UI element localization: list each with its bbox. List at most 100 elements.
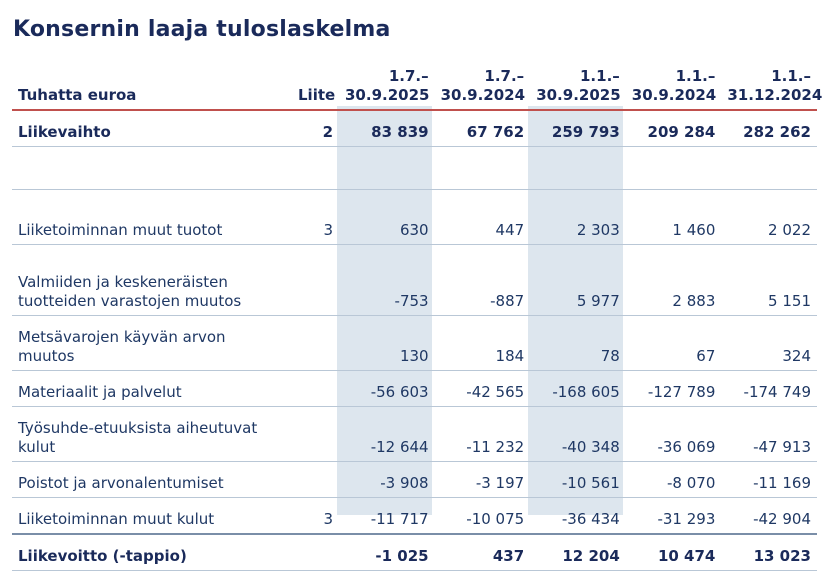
row-value: 437 (434, 533, 531, 571)
header-col-2: 1.7.– 30.9.2024 (434, 58, 531, 111)
row-value: -753 (339, 244, 435, 316)
row-label: Metsävarojen käyvän arvon muutos (12, 315, 292, 371)
row-value: 324 (721, 315, 817, 371)
header-col-3-line2: 30.9.2025 (536, 86, 621, 104)
row-value: 78 (530, 315, 626, 371)
row-label (12, 146, 292, 190)
row-label: Valmiiden ja keskeneräisten tuotteiden v… (12, 244, 292, 316)
row-value: -1 025 (339, 533, 435, 571)
row-note: 2 (292, 110, 339, 147)
header-col-1-line1: 1.7.– (388, 67, 429, 85)
row-value: 1 460 (625, 189, 722, 245)
row-value: -47 913 (721, 406, 817, 462)
row-note: 3 (292, 497, 339, 535)
row-value: -127 789 (625, 370, 722, 407)
header-col-5-line1: 1.1.– (771, 67, 811, 85)
row-value (434, 146, 531, 190)
header-col-1-line2: 30.9.2025 (345, 86, 430, 104)
row-value: -3 908 (339, 461, 435, 498)
row-value: -10 075 (434, 497, 531, 535)
row-value (625, 146, 722, 190)
row-value (339, 146, 435, 190)
table-header-row: Tuhatta euroa Liite 1.7.– 30.9.2025 1.7.–… (12, 58, 822, 111)
header-col-2-line2: 30.9.2024 (440, 86, 526, 104)
row-value: 2 022 (721, 189, 817, 245)
row-value: 447 (434, 189, 531, 245)
table-row-other-expenses: Liiketoiminnan muut kulut 3 -11 717 -10 … (12, 497, 817, 535)
row-value: -11 169 (721, 461, 817, 498)
table-row-spacer (12, 146, 817, 190)
header-col-3: 1.1.– 30.9.2025 (530, 58, 626, 111)
table-row-revenue: Liikevaihto 2 83 839 67 762 259 793 209 … (12, 110, 817, 147)
row-note (292, 370, 339, 407)
header-unit-label: Tuhatta euroa (12, 58, 292, 111)
row-note (292, 146, 339, 190)
row-value: -56 603 (339, 370, 435, 407)
row-value: 259 793 (530, 110, 626, 147)
row-label: Poistot ja arvonalentumiset (12, 461, 292, 498)
header-col-5: 1.1.– 31.12.2024 (721, 58, 822, 111)
row-value: 83 839 (339, 110, 435, 147)
income-statement-table: Tuhatta euroa Liite 1.7.– 30.9.2025 1.7.–… (12, 58, 822, 571)
row-note (292, 533, 339, 571)
row-value: 67 (625, 315, 722, 371)
row-value: 130 (339, 315, 435, 371)
row-value: -36 434 (530, 497, 626, 535)
table-row-operating-profit: Liikevoitto (-tappio) -1 025 437 12 204 … (12, 533, 817, 571)
table-row-forest-assets: Metsävarojen käyvän arvon muutos 130 184… (12, 315, 817, 371)
row-label: Materiaalit ja palvelut (12, 370, 292, 407)
row-value: -8 070 (625, 461, 722, 498)
row-value: -168 605 (530, 370, 626, 407)
row-label: Liiketoiminnan muut tuotot (12, 189, 292, 245)
row-value: -40 348 (530, 406, 626, 462)
row-label: Liiketoiminnan muut kulut (12, 497, 292, 535)
row-value: 2 303 (530, 189, 626, 245)
row-value: -174 749 (721, 370, 817, 407)
row-value: 209 284 (625, 110, 722, 147)
row-value: -42 904 (721, 497, 817, 535)
row-note (292, 461, 339, 498)
row-note (292, 406, 339, 462)
row-value: -36 069 (625, 406, 722, 462)
table-row-materials: Materiaalit ja palvelut -56 603 -42 565 … (12, 370, 817, 407)
row-value: -11 232 (434, 406, 531, 462)
row-value: 2 883 (625, 244, 722, 316)
row-note (292, 244, 339, 316)
table-row-inventory-change: Valmiiden ja keskeneräisten tuotteiden v… (12, 244, 817, 316)
row-value: -10 561 (530, 461, 626, 498)
header-col-5-line2: 31.12.2024 (727, 86, 823, 104)
row-value (721, 146, 817, 190)
header-col-3-line1: 1.1.– (580, 67, 620, 85)
table-row-depreciation: Poistot ja arvonalentumiset -3 908 -3 19… (12, 461, 817, 498)
row-value (530, 146, 626, 190)
row-value: 630 (339, 189, 435, 245)
row-label: Liikevoitto (-tappio) (12, 533, 292, 571)
row-label: Liikevaihto (12, 110, 292, 147)
table-row-employee-costs: Työsuhde-etuuksista aiheutuvat kulut -12… (12, 406, 817, 462)
row-value: 10 474 (625, 533, 722, 571)
row-value: 184 (434, 315, 531, 371)
row-value: 5 151 (721, 244, 817, 316)
row-value: -3 197 (434, 461, 531, 498)
header-col-4: 1.1.– 30.9.2024 (625, 58, 722, 111)
table-row-other-income: Liiketoiminnan muut tuotot 3 630 447 2 3… (12, 189, 817, 245)
row-note (292, 315, 339, 371)
header-col-1: 1.7.– 30.9.2025 (339, 58, 435, 111)
row-label: Työsuhde-etuuksista aiheutuvat kulut (12, 406, 292, 462)
header-col-4-line2: 30.9.2024 (631, 86, 717, 104)
page-title: Konsernin laaja tuloslaskelma (13, 17, 391, 42)
header-col-4-line1: 1.1.– (675, 67, 716, 85)
row-value: -12 644 (339, 406, 435, 462)
row-value: -42 565 (434, 370, 531, 407)
row-note: 3 (292, 189, 339, 245)
row-value: 67 762 (434, 110, 531, 147)
row-value: -887 (434, 244, 531, 316)
row-value: 282 262 (721, 110, 817, 147)
row-value: 5 977 (530, 244, 626, 316)
row-value: -31 293 (625, 497, 722, 535)
row-value: 13 023 (721, 533, 817, 571)
header-note-label: Liite (292, 58, 339, 111)
header-col-2-line1: 1.7.– (484, 67, 525, 85)
row-value: 12 204 (530, 533, 626, 571)
row-value: -11 717 (339, 497, 435, 535)
